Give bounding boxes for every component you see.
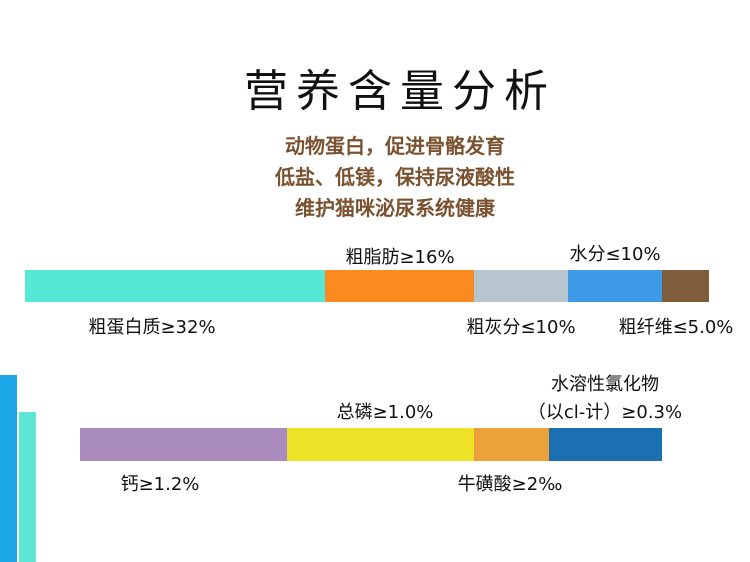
segment: [287, 428, 474, 461]
title: 营养含量分析: [244, 66, 556, 117]
deco-bar: [19, 412, 36, 562]
segment: [474, 428, 549, 461]
subtitle: 低盐、低镁，保持尿液酸性: [275, 165, 515, 189]
segment: [474, 270, 568, 302]
label: 水分≤10%: [569, 244, 661, 265]
label: （以cl-计）≥0.3%: [527, 402, 683, 423]
subtitle: 维护猫咪泌尿系统健康: [295, 196, 495, 220]
label: 粗蛋白质≥32%: [88, 317, 216, 338]
label: 粗灰分≤10%: [466, 317, 576, 338]
segment: [568, 270, 662, 302]
deco-bar: [0, 375, 17, 562]
segment: [549, 428, 662, 461]
label: 粗脂肪≥16%: [345, 247, 455, 268]
label: 牛磺酸≥2‰: [457, 474, 563, 495]
label: 钙≥1.2%: [120, 474, 200, 495]
subtitle: 动物蛋白，促进骨骼发育: [285, 134, 505, 158]
label: 粗纤维≤5.0%: [618, 317, 734, 338]
segment: [80, 428, 287, 461]
label: 水溶性氯化物: [551, 374, 659, 395]
segment: [25, 270, 325, 302]
segment: [662, 270, 709, 302]
label: 总磷≥1.0%: [336, 402, 434, 423]
segment: [325, 270, 474, 302]
